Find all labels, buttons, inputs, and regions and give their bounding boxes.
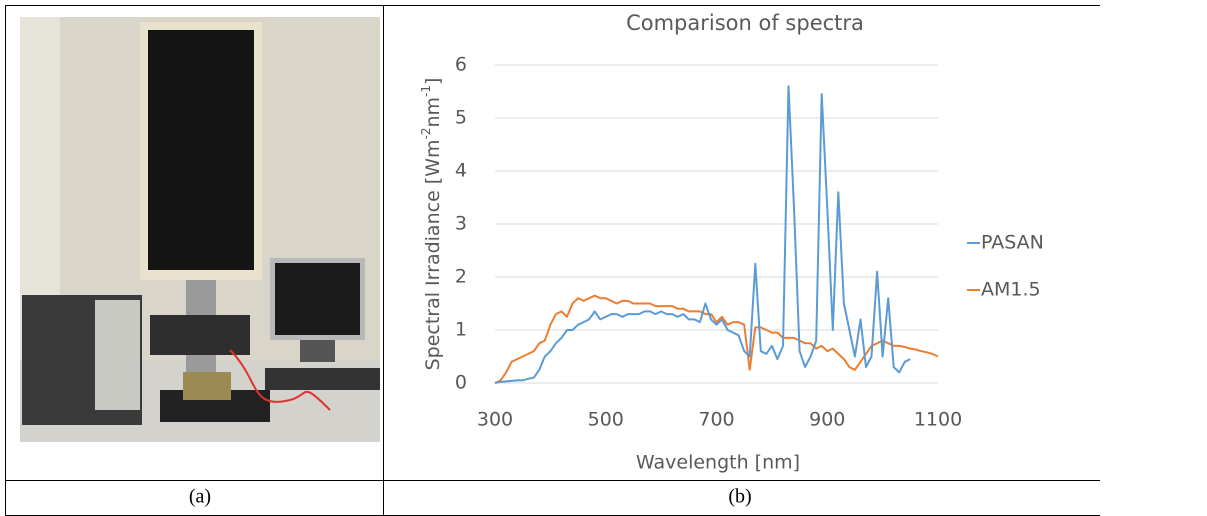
- chart: Comparison of spectra Wavelength [nm] Sp…: [419, 11, 1044, 474]
- legend-label: PASAN: [981, 232, 1044, 254]
- y-axis-label: Spectral Irradiance [Wm-2nm-1]: [419, 78, 444, 371]
- caption: (a): [189, 486, 211, 508]
- y-label-part: -2: [419, 128, 433, 140]
- y-tick-label: 0: [455, 372, 467, 394]
- y-tick-label: 4: [455, 160, 467, 182]
- legend-label: AM1.5: [981, 279, 1041, 301]
- x-tick-label: 500: [588, 409, 624, 431]
- x-tick-label: 1100: [914, 409, 962, 431]
- x-tick-label: 700: [698, 409, 734, 431]
- y-label-part: Spectral Irradiance [Wm: [422, 139, 444, 370]
- y-tick-label: 3: [455, 213, 467, 235]
- caption: (b): [728, 486, 751, 508]
- x-tick-label: 900: [809, 409, 845, 431]
- y-label-part: nm: [422, 97, 444, 128]
- x-axis-label: Wavelength [nm]: [636, 452, 800, 474]
- y-tick-label: 5: [455, 107, 467, 129]
- y-tick-label: 2: [455, 266, 467, 288]
- y-tick-label: 1: [455, 319, 467, 341]
- chart-title: Comparison of spectra: [626, 11, 864, 35]
- y-label-part: -1: [419, 85, 433, 97]
- data-line: [494, 85, 911, 384]
- y-label-part: ]: [422, 78, 444, 85]
- x-tick-label: 300: [477, 409, 513, 431]
- photo: [20, 17, 380, 442]
- y-tick-label: 6: [455, 54, 467, 76]
